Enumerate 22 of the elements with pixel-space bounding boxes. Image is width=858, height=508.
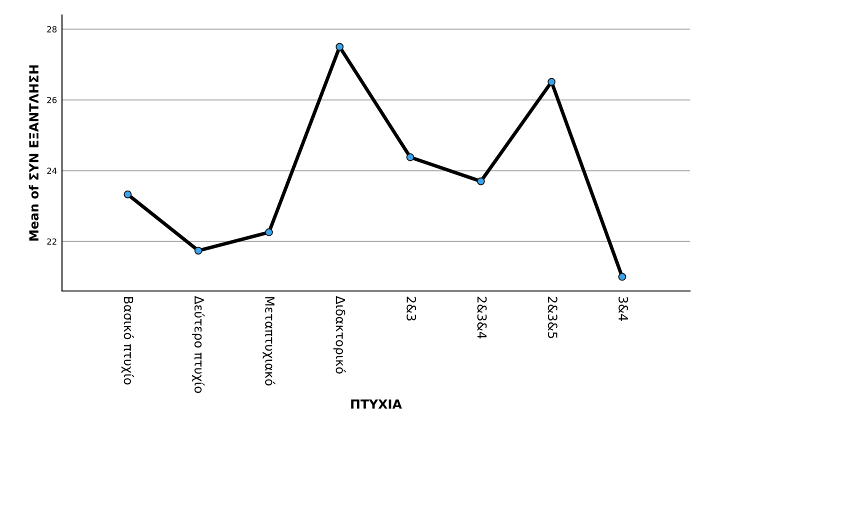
point (548, 78, 556, 86)
x-tick-label: Βασικό πτυχίο (121, 297, 134, 385)
x-tick-label: 3&4 (618, 296, 628, 321)
y-tick-label: 26 (47, 96, 57, 104)
x-tick-label: Διδακτορικό (333, 296, 346, 374)
point (124, 190, 132, 198)
y-tick-label: 28 (47, 26, 57, 32)
y-tick-label: 22 (47, 238, 56, 245)
point (265, 228, 273, 236)
x-tick-label: 2&3&4 (477, 296, 487, 339)
point (476, 177, 485, 186)
x-axis-title: ΠΤΥΧΙΑ (351, 400, 402, 409)
point (618, 272, 626, 281)
point (406, 153, 414, 162)
point (194, 246, 202, 255)
point (336, 42, 344, 51)
x-tick-label: Μεταπτυχιακό (262, 297, 276, 386)
x-tick-label: 2&3&5 (548, 296, 558, 338)
x-tick-label: 2&3 (406, 296, 416, 321)
x-tick-label: Δεύτερο πτυχίο (192, 296, 205, 393)
y-tick-label: 24 (47, 168, 57, 174)
y-axis-title: Mean of ΣΥΝ ΕΞΑΝΤΛΗΣΗ (28, 65, 39, 241)
